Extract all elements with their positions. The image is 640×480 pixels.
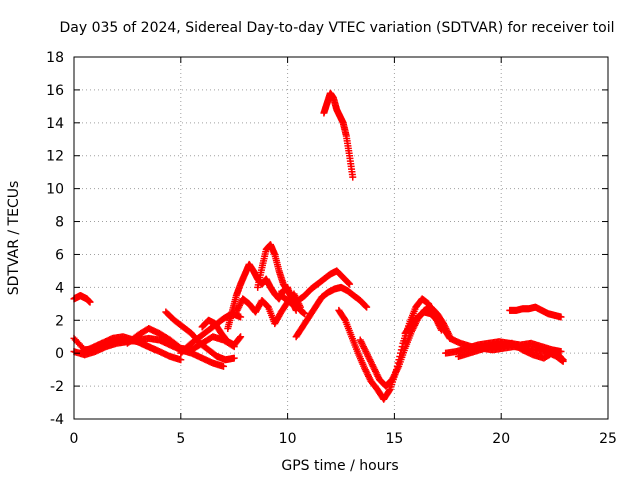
data-point — [237, 333, 245, 341]
grid-layer — [74, 57, 608, 419]
data-point — [230, 354, 238, 362]
y-tick-label: 18 — [46, 50, 64, 66]
data-point — [362, 302, 370, 310]
data-point — [363, 303, 371, 311]
ticks-layer: 0 5 10 15 20 25 -4 -2 0 2 4 6 8 10 12 14 16 18 — [46, 50, 617, 447]
y-tick-label: -2 — [50, 379, 64, 395]
chart-title: Day 035 of 2024, Sidereal Day-to-day VTE… — [59, 20, 614, 36]
data-point — [86, 298, 94, 306]
y-tick-label: 4 — [55, 280, 64, 296]
plot-frame — [73, 56, 609, 420]
y-axis-label: SDTVAR / TECUs — [6, 181, 22, 296]
data-point — [301, 310, 309, 318]
y-tick-label: 12 — [46, 149, 64, 165]
data-point — [151, 346, 159, 354]
y-tick-label: 10 — [46, 182, 64, 198]
x-tick-label: 15 — [385, 431, 403, 447]
data-point — [237, 313, 245, 321]
data-point — [349, 173, 357, 181]
data-point — [557, 313, 565, 321]
series-arc-o — [401, 308, 454, 342]
series-arc-e — [162, 308, 238, 364]
y-tick-label: -4 — [50, 412, 64, 428]
data-point — [220, 362, 228, 370]
series-arc-p — [320, 89, 357, 181]
data-point — [236, 334, 244, 342]
data-points-layer — [70, 89, 567, 403]
data-point — [559, 356, 567, 364]
series-arc-l — [292, 283, 371, 341]
x-axis-label: GPS time / hours — [281, 458, 398, 474]
y-tick-label: 0 — [55, 346, 64, 362]
x-tick-label: 25 — [599, 431, 617, 447]
x-tick-label: 5 — [176, 431, 185, 447]
series-arc-s — [454, 339, 567, 364]
data-point — [345, 279, 353, 287]
x-tick-label: 10 — [279, 431, 297, 447]
series-arc-c — [76, 333, 159, 357]
series-arc-g — [198, 316, 245, 349]
y-tick-label: 14 — [46, 116, 64, 132]
x-tick-label: 0 — [70, 431, 79, 447]
x-tick-label: 20 — [492, 431, 510, 447]
data-point — [177, 356, 185, 364]
data-point — [346, 280, 354, 288]
y-tick-label: 8 — [55, 215, 64, 231]
series-arc-t — [506, 303, 565, 321]
y-tick-label: 2 — [55, 313, 64, 329]
data-point — [557, 348, 565, 356]
series-arc-k — [275, 267, 354, 308]
data-point — [558, 355, 566, 363]
y-tick-label: 16 — [46, 83, 64, 99]
y-tick-label: 6 — [55, 247, 64, 263]
series-arc-j — [254, 241, 309, 318]
data-point — [385, 387, 393, 395]
